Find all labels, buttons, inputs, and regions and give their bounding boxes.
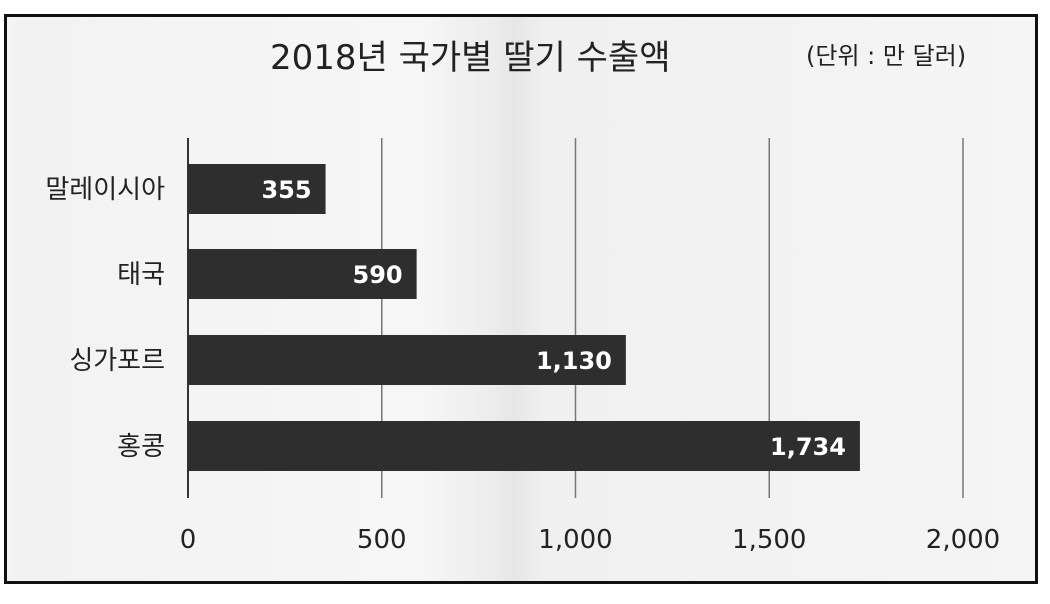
x-tick-label: 0 — [180, 525, 197, 555]
data-label: 355 — [261, 176, 311, 204]
bar — [188, 335, 626, 385]
bar — [188, 421, 860, 471]
chart-title: 2018년 국가별 딸기 수출액 — [270, 38, 671, 78]
category-label: 말레이시아 — [45, 175, 165, 205]
bar — [188, 164, 326, 214]
x-tick-label: 1,500 — [732, 525, 806, 555]
unit-label: (단위 : 만 달러) — [806, 42, 967, 70]
data-label: 590 — [353, 261, 403, 289]
bar — [188, 249, 417, 299]
data-label: 1,734 — [770, 433, 846, 461]
x-tick-label: 500 — [357, 525, 407, 555]
data-label: 1,130 — [536, 347, 612, 375]
category-label: 홍콩 — [117, 432, 165, 462]
category-label: 태국 — [117, 260, 165, 290]
category-label: 싱가포르 — [69, 346, 165, 376]
x-tick-label: 2,000 — [926, 525, 1000, 555]
paper-background — [14, 17, 1035, 581]
chart-frame — [4, 14, 1038, 584]
x-tick-label: 1,000 — [538, 525, 612, 555]
